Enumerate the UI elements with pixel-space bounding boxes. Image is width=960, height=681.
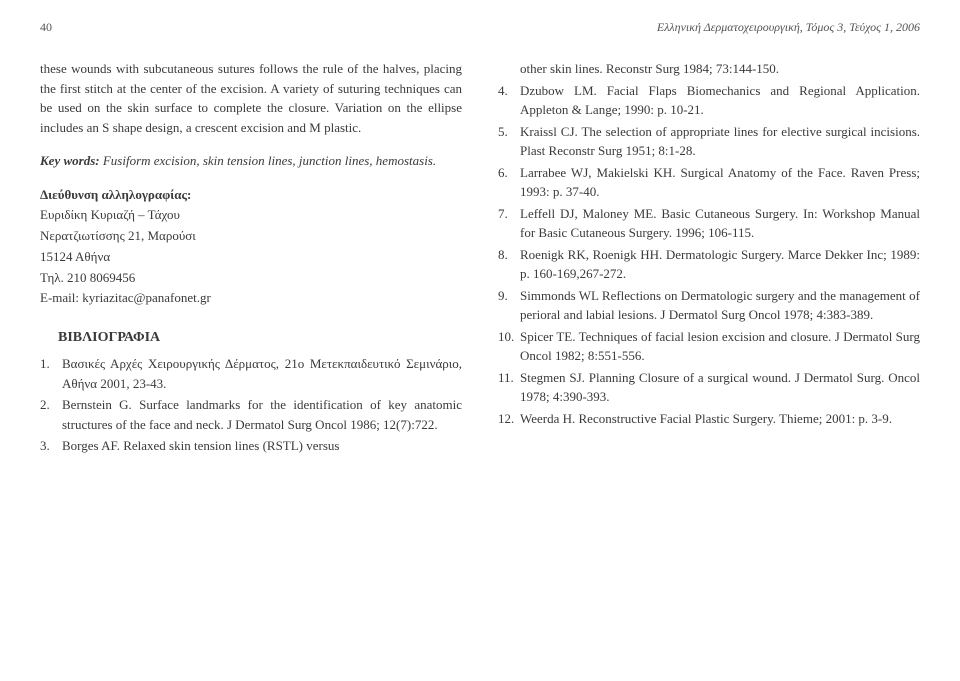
reference-item: 6. Larrabee WJ, Makielski KH. Surgical A…	[498, 163, 920, 202]
reference-item: 8. Roenigk RK, Roenigk HH. Dermatologic …	[498, 245, 920, 284]
page-number: 40	[40, 20, 52, 35]
reference-item: 9. Simmonds WL Reflections on Dermatolog…	[498, 286, 920, 325]
reference-number: 1.	[40, 354, 50, 374]
keywords-text: Fusiform excision, skin tension lines, j…	[100, 153, 437, 168]
reference-text: Leffell DJ, Maloney ME. Basic Cutaneous …	[520, 206, 920, 241]
reference-text: Spicer TE. Techniques of facial lesion e…	[520, 329, 920, 364]
address-line: Τηλ. 210 8069456	[40, 268, 462, 289]
reference-list-right: 4. Dzubow LM. Facial Flaps Biomechanics …	[498, 81, 920, 429]
reference-list-left: 1. Βασικές Αρχές Χειρουργικής Δέρματος, …	[40, 354, 462, 456]
reference-text: Kraissl CJ. The selection of appropriate…	[520, 124, 920, 159]
bibliography-heading: ΒΙΒΛΙΟΓΡΑΦΙΑ	[40, 327, 462, 348]
reference-text: Stegmen SJ. Planning Closure of a surgic…	[520, 370, 920, 405]
reference-item: 5. Kraissl CJ. The selection of appropri…	[498, 122, 920, 161]
reference-text: Roenigk RK, Roenigk HH. Dermatologic Sur…	[520, 247, 920, 282]
reference-item: 12. Weerda H. Reconstructive Facial Plas…	[498, 409, 920, 429]
address-line: Ευριδίκη Κυριαζή – Τάχου	[40, 205, 462, 226]
reference-number: 12.	[498, 409, 514, 429]
reference-item: 1. Βασικές Αρχές Χειρουργικής Δέρματος, …	[40, 354, 462, 393]
reference-number: 6.	[498, 163, 508, 183]
body-paragraph: these wounds with subcutaneous sutures f…	[40, 59, 462, 137]
page-header: 40 Ελληνική Δερματοχειρουργική, Τόμος 3,…	[40, 20, 920, 35]
reference-item: 11. Stegmen SJ. Planning Closure of a su…	[498, 368, 920, 407]
address-line: 15124 Αθήνα	[40, 247, 462, 268]
correspondence-address: Διεύθυνση αλληλογραφίας: Ευριδίκη Κυριαζ…	[40, 185, 462, 310]
reference-text: Bernstein G. Surface landmarks for the i…	[62, 397, 462, 432]
keywords-label: Key words:	[40, 153, 100, 168]
reference-item: 2. Bernstein G. Surface landmarks for th…	[40, 395, 462, 434]
reference-text: Borges AF. Relaxed skin tension lines (R…	[62, 438, 339, 453]
reference-number: 2.	[40, 395, 50, 415]
reference-item: 10. Spicer TE. Techniques of facial lesi…	[498, 327, 920, 366]
left-column: these wounds with subcutaneous sutures f…	[40, 59, 462, 458]
reference-number: 10.	[498, 327, 514, 347]
reference-text: Larrabee WJ, Makielski KH. Surgical Anat…	[520, 165, 920, 200]
reference-text: Dzubow LM. Facial Flaps Biomechanics and…	[520, 83, 920, 118]
reference-text: Weerda H. Reconstructive Facial Plastic …	[520, 411, 892, 426]
reference-number: 7.	[498, 204, 508, 224]
reference-number: 11.	[498, 368, 514, 388]
two-column-layout: these wounds with subcutaneous sutures f…	[40, 59, 920, 458]
right-column: other skin lines. Reconstr Surg 1984; 73…	[498, 59, 920, 458]
reference-text: Βασικές Αρχές Χειρουργικής Δέρματος, 21ο…	[62, 356, 462, 391]
reference-number: 3.	[40, 436, 50, 456]
address-heading: Διεύθυνση αλληλογραφίας:	[40, 185, 462, 206]
reference-item: 3. Borges AF. Relaxed skin tension lines…	[40, 436, 462, 456]
reference-item: 7. Leffell DJ, Maloney ME. Basic Cutaneo…	[498, 204, 920, 243]
reference-text: Simmonds WL Reflections on Dermatologic …	[520, 288, 920, 323]
reference-item: 4. Dzubow LM. Facial Flaps Biomechanics …	[498, 81, 920, 120]
reference-number: 4.	[498, 81, 508, 101]
journal-title: Ελληνική Δερματοχειρουργική, Τόμος 3, Τε…	[657, 20, 920, 35]
reference-number: 8.	[498, 245, 508, 265]
address-line: E-mail: kyriazitac@panafonet.gr	[40, 288, 462, 309]
keywords-line: Key words: Fusiform excision, skin tensi…	[40, 151, 462, 171]
reference-continuation: other skin lines. Reconstr Surg 1984; 73…	[498, 59, 920, 79]
address-line: Νερατζιωτίσσης 21, Μαρούσι	[40, 226, 462, 247]
reference-number: 5.	[498, 122, 508, 142]
reference-number: 9.	[498, 286, 508, 306]
